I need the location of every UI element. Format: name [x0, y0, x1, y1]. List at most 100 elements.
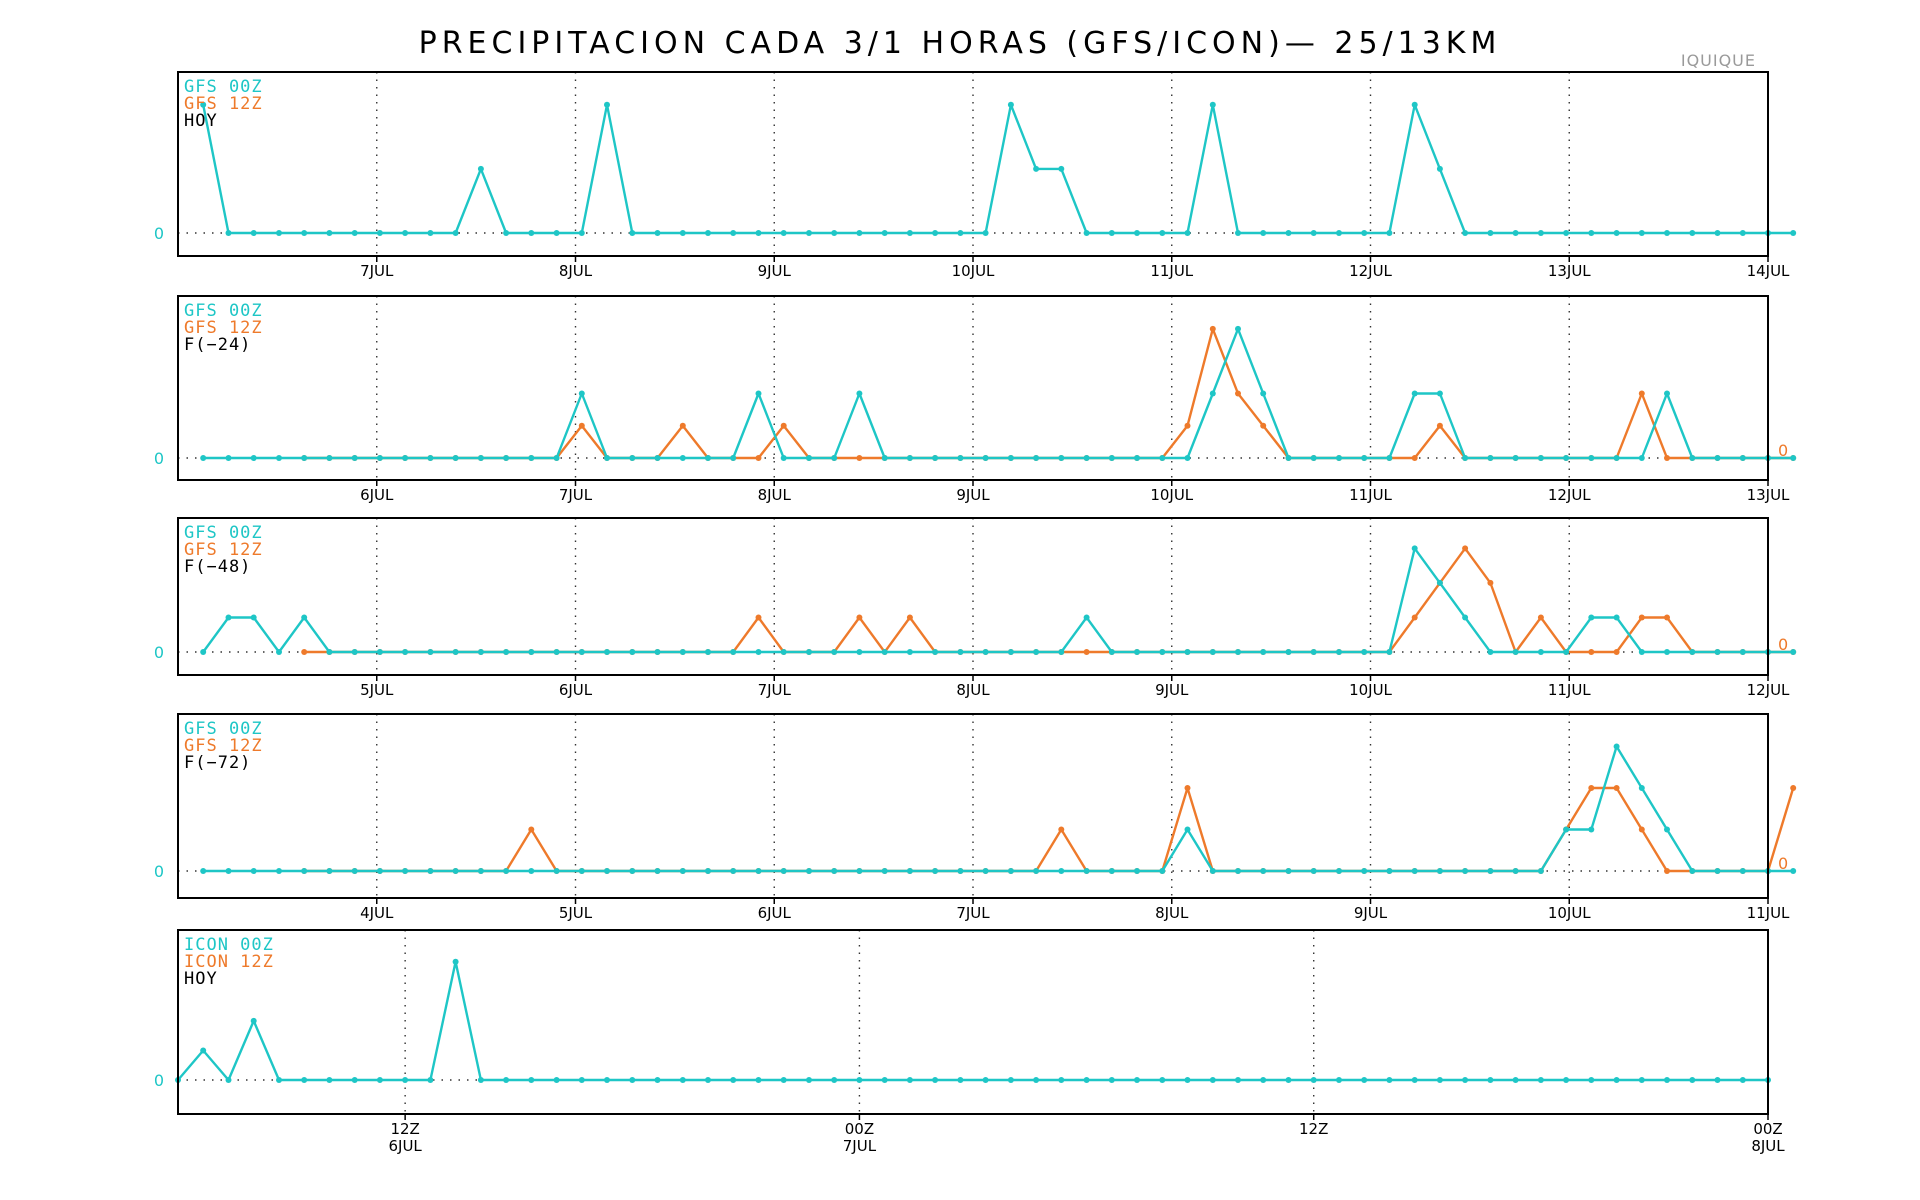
data-point — [1209, 868, 1216, 874]
data-point — [780, 230, 787, 236]
panel-4: 4JUL 5JUL 6JUL 7JUL 8JUL 9JUL 10JUL 11JUL 0 0 GFS … — [154, 713, 1797, 922]
data-point — [1310, 868, 1317, 874]
data-point — [604, 649, 610, 655]
data-point — [553, 868, 560, 874]
data-point — [1739, 455, 1746, 461]
data-point — [1537, 455, 1544, 461]
data-point — [1058, 165, 1065, 172]
data-point — [1588, 649, 1595, 655]
legend-entry: GFS 00Z — [184, 719, 263, 739]
data-point — [1689, 230, 1696, 236]
x-tick-label: 12Z — [390, 1120, 419, 1138]
data-point — [1638, 785, 1645, 791]
data-point — [1260, 230, 1267, 236]
data-point — [578, 422, 585, 429]
data-point — [932, 455, 939, 461]
data-point — [1235, 230, 1241, 236]
data-point — [1790, 868, 1797, 874]
data-point — [225, 868, 232, 874]
data-point — [528, 826, 535, 833]
data-point — [326, 649, 333, 655]
data-point — [1436, 422, 1443, 429]
data-point — [957, 649, 964, 655]
data-point — [1033, 649, 1040, 655]
data-point — [1260, 649, 1267, 655]
data-point — [831, 455, 838, 461]
data-point — [705, 455, 711, 461]
data-point — [1411, 455, 1418, 461]
legend-entry: GFS 00Z — [184, 77, 263, 97]
data-point — [452, 868, 459, 874]
x-tick-label: 5JUL — [360, 681, 394, 699]
zero-label-left: 0 — [154, 643, 164, 662]
x-tick-label: 8JUL — [758, 486, 792, 504]
data-point — [856, 649, 863, 655]
panel-3: 5JUL 6JUL 7JUL 8JUL 9JUL 10JUL 11JUL 12JUL 0 0 GFS… — [154, 517, 1797, 699]
data-point — [250, 230, 257, 236]
data-point — [932, 230, 939, 236]
series-line — [203, 327, 1794, 460]
x-tick-label: 14JUL — [1747, 262, 1790, 280]
x-tick-label: 10JUL — [1548, 904, 1591, 922]
legend-entry: ICON 12Z — [184, 952, 274, 972]
data-point — [806, 649, 812, 655]
data-point — [806, 1077, 812, 1083]
data-point — [932, 649, 939, 655]
data-point — [982, 868, 989, 874]
data-point — [225, 1077, 232, 1083]
data-point — [755, 1077, 762, 1083]
data-point — [200, 649, 207, 655]
data-point — [982, 649, 989, 655]
data-point — [402, 868, 409, 874]
data-point — [402, 1077, 409, 1083]
data-point — [1058, 868, 1065, 874]
series-line — [177, 960, 1768, 1082]
data-point — [1209, 325, 1216, 332]
data-point — [1462, 614, 1469, 621]
data-point — [654, 649, 661, 655]
data-point — [932, 1077, 939, 1083]
data-point — [553, 455, 560, 461]
data-point — [376, 455, 383, 461]
data-point — [1209, 101, 1216, 108]
data-point — [654, 455, 661, 461]
data-point — [477, 649, 484, 655]
data-point — [1159, 1077, 1166, 1083]
data-point — [427, 1077, 434, 1083]
data-point — [250, 1017, 257, 1024]
data-point — [1108, 1077, 1115, 1083]
data-point — [1512, 455, 1519, 461]
x-tick-label: 8JUL — [1155, 904, 1189, 922]
data-point — [881, 230, 888, 236]
data-point — [806, 455, 812, 461]
data-point — [1436, 1077, 1443, 1083]
data-point — [1361, 455, 1368, 461]
data-point — [1058, 649, 1065, 655]
data-point — [1664, 826, 1670, 833]
data-point — [200, 868, 207, 874]
legend-entry: GFS 12Z — [184, 94, 263, 114]
data-point — [402, 649, 409, 655]
x-tick-label: 8JUL — [956, 681, 990, 699]
data-point — [806, 868, 812, 874]
data-point — [427, 230, 434, 236]
data-point — [1083, 614, 1090, 621]
legend-entry: F(−24) — [184, 335, 251, 355]
data-point — [1664, 455, 1670, 461]
data-point — [1184, 455, 1191, 461]
data-point — [1083, 649, 1090, 655]
x-tick-sublabel: 6JUL — [388, 1137, 422, 1155]
zero-label-right: 0 — [1778, 441, 1788, 460]
data-point — [1588, 1077, 1595, 1083]
x-tick-label: 6JUL — [360, 486, 394, 504]
legend-entry: ICON 00Z — [184, 935, 274, 955]
data-point — [1184, 230, 1191, 236]
data-point — [654, 868, 661, 874]
data-point — [1714, 1077, 1721, 1083]
x-tick-label: 12JUL — [1349, 262, 1392, 280]
data-point — [906, 868, 913, 874]
data-point — [1159, 455, 1166, 461]
data-point — [276, 455, 282, 461]
data-point — [1336, 868, 1342, 874]
